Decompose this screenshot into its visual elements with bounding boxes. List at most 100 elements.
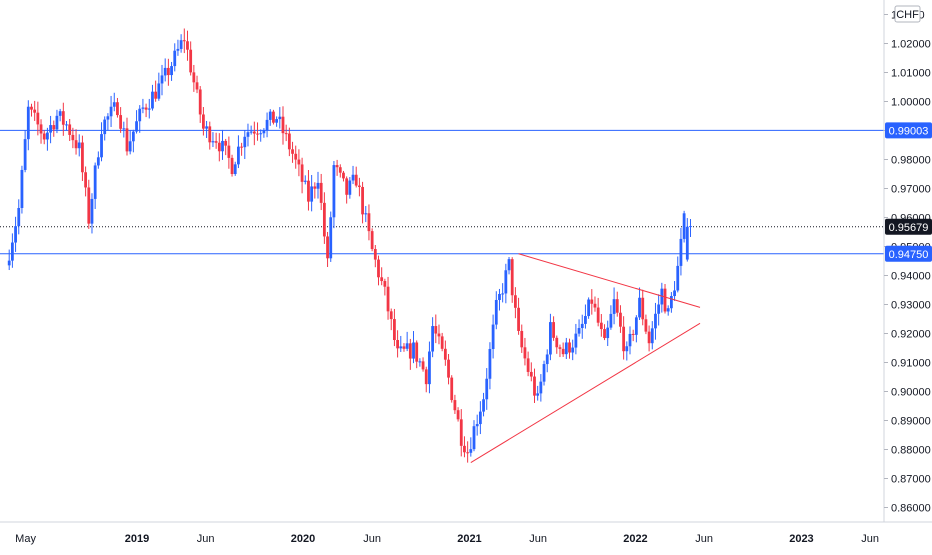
- candle-body: [513, 295, 517, 308]
- candle-body: [634, 317, 638, 335]
- candle-body: [679, 238, 683, 266]
- candle-body: [415, 342, 419, 362]
- candle-body: [638, 297, 641, 318]
- candle-body: [87, 187, 91, 224]
- currency-badge-box[interactable]: [894, 5, 921, 23]
- candle-body: [287, 133, 291, 150]
- candle-body: [313, 186, 317, 189]
- candle-body: [526, 358, 530, 372]
- candle-body: [647, 331, 651, 344]
- candle-body: [249, 131, 253, 133]
- candle-body: [202, 114, 205, 129]
- price-tick-label: 0.94000: [891, 271, 931, 283]
- candle-body: [182, 40, 186, 42]
- trendline: [518, 253, 701, 308]
- candle-body: [463, 445, 466, 453]
- candle-body: [14, 226, 17, 243]
- candle-body: [125, 128, 129, 152]
- candle-body: [682, 213, 686, 239]
- candle-body: [517, 307, 520, 331]
- price-level-badge: [885, 245, 932, 262]
- candle-body: [568, 342, 571, 353]
- candle-body: [278, 116, 282, 120]
- currency-badge[interactable]: CHF: [894, 5, 921, 23]
- candle-body: [431, 326, 435, 352]
- candle-body: [561, 348, 565, 355]
- candle-body: [644, 319, 648, 332]
- candle-body: [609, 313, 613, 328]
- candle-body: [55, 115, 59, 130]
- candle-body: [469, 449, 473, 453]
- candle-body: [230, 157, 234, 175]
- candle-body: [326, 236, 329, 259]
- candle-body: [106, 116, 110, 120]
- candle-body: [555, 337, 559, 348]
- currency-label[interactable]: CHF: [896, 9, 919, 21]
- candle-body: [256, 133, 259, 135]
- candle-body: [151, 91, 154, 109]
- candle-body: [603, 329, 606, 339]
- candle-body: [523, 347, 527, 359]
- time-axis[interactable]: May 2019 Jun 2020 Jun 2021 Jun 2022 Jun 2023 Jun: [15, 533, 879, 545]
- candle-body: [418, 361, 422, 363]
- candle-body: [39, 124, 43, 134]
- candle-body: [205, 126, 208, 129]
- candle-body: [214, 141, 218, 143]
- candle-body: [58, 111, 62, 116]
- candle-body: [571, 347, 575, 353]
- candle-body: [587, 299, 591, 317]
- candle-body: [428, 351, 431, 385]
- candle-body: [192, 72, 196, 83]
- candle-body: [676, 265, 680, 291]
- candle-body: [596, 307, 600, 323]
- price-tick-label: 0.97000: [891, 184, 931, 196]
- candle-body: [49, 125, 52, 133]
- candle-body: [227, 145, 231, 158]
- candle-body: [93, 165, 97, 199]
- candle-body: [657, 304, 661, 314]
- candle-body: [109, 106, 113, 117]
- candle-body: [68, 124, 72, 135]
- candle-body: [612, 299, 616, 314]
- candle-body: [504, 270, 508, 294]
- candle-body: [128, 141, 132, 152]
- candle-body: [342, 172, 345, 179]
- price-tick-label: 0.92000: [891, 329, 931, 341]
- candle-body: [316, 182, 320, 189]
- candle-body: [46, 132, 49, 140]
- candle-body: [408, 343, 412, 359]
- candle-body: [300, 164, 304, 182]
- candle-body: [478, 411, 482, 425]
- candle-body: [663, 288, 667, 312]
- candle-body: [367, 213, 371, 232]
- candle-body: [10, 242, 14, 261]
- candle-body: [217, 142, 221, 152]
- time-tick-label: Jun: [197, 533, 215, 545]
- candle-body: [361, 186, 364, 215]
- candle-body: [447, 359, 450, 378]
- candle-body: [281, 116, 285, 134]
- candle-body: [74, 140, 78, 149]
- candle-body: [472, 426, 476, 450]
- candle-body: [389, 311, 393, 320]
- candle-body: [577, 328, 581, 334]
- candle-body: [364, 213, 368, 215]
- candle-body: [494, 299, 498, 325]
- candle-body: [157, 83, 161, 99]
- candles: [7, 28, 692, 463]
- candle-body: [307, 180, 310, 202]
- candle-body: [163, 67, 167, 76]
- candle-body: [189, 49, 193, 73]
- candle-body: [23, 139, 27, 170]
- candle-body: [90, 198, 94, 224]
- candle-body: [100, 134, 103, 158]
- candle-body: [179, 40, 183, 49]
- candle-body: [186, 41, 189, 50]
- candle-body: [319, 182, 323, 203]
- candle-body: [84, 172, 88, 188]
- candle-body: [240, 146, 244, 148]
- candle-body: [466, 452, 470, 454]
- candle-body: [224, 140, 228, 146]
